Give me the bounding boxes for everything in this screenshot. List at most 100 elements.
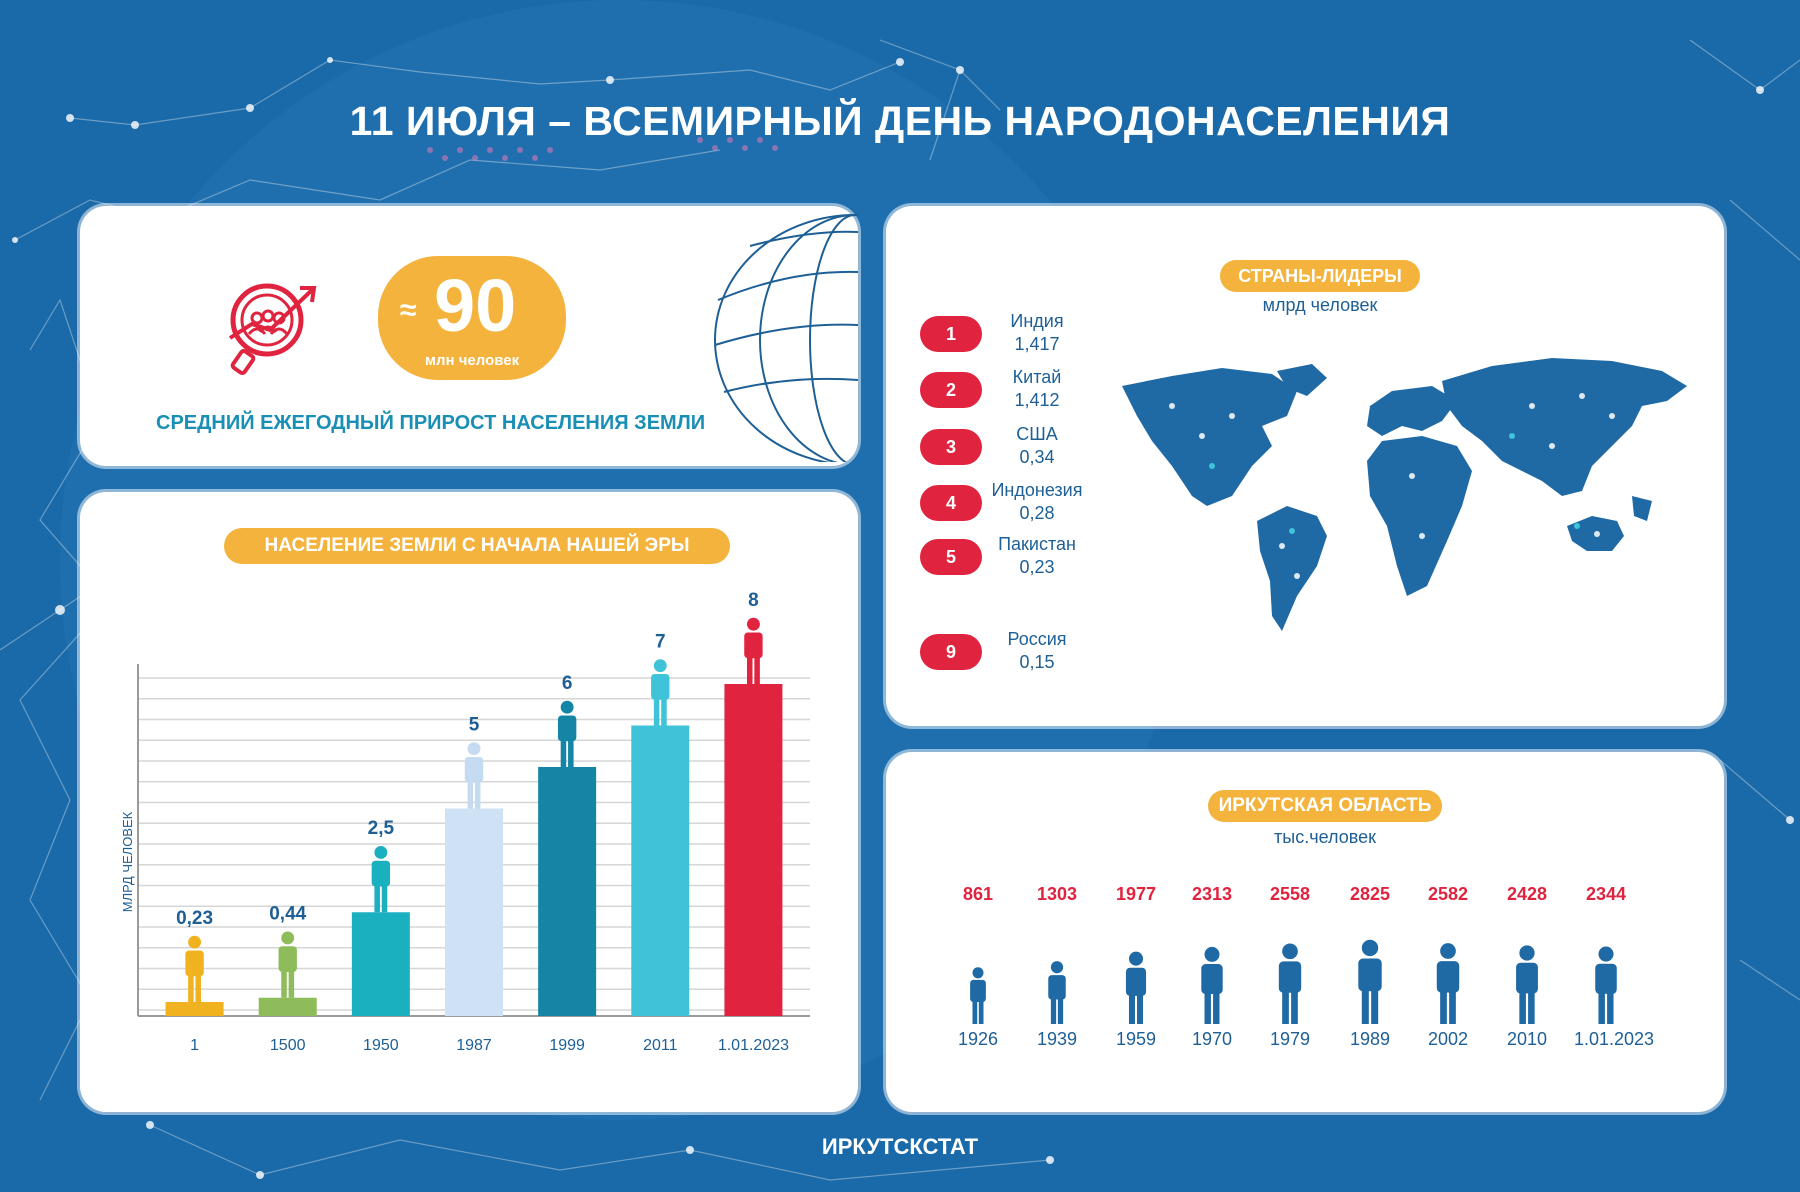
x-tick-label: 2010 bbox=[1507, 1029, 1547, 1049]
x-tick-label: 1989 bbox=[1350, 1029, 1390, 1049]
world-map bbox=[1122, 358, 1687, 631]
country-entry: США 0,34 bbox=[982, 423, 1092, 469]
country-name: Индонезия bbox=[991, 480, 1083, 500]
irkutsk-title: ИРКУТСКАЯ ОБЛАСТЬ bbox=[1208, 790, 1442, 822]
x-tick-label: 1.01.2023 bbox=[718, 1037, 789, 1054]
rank-badge: 1 bbox=[920, 316, 982, 352]
value-label: 6 bbox=[562, 673, 573, 694]
value-label: 2313 bbox=[1192, 884, 1232, 904]
figure-1989 bbox=[1358, 939, 1382, 1024]
country-name: Пакистан bbox=[998, 534, 1076, 554]
figure-1 bbox=[185, 935, 204, 1002]
x-tick-label: 2002 bbox=[1428, 1029, 1468, 1049]
value-label: 0,44 bbox=[269, 904, 306, 925]
figure-1926 bbox=[970, 967, 986, 1024]
growth-panel: ≈ 90 млн человек СРЕДНИЙ ЕЖЕГОДНЫЙ ПРИРО… bbox=[80, 206, 858, 466]
world-population-chart: 0,23 0,44 2,5 5 6 7 8 1 1500 1950 1987 1999 2011 1.0… bbox=[120, 590, 810, 1054]
bar-1987 bbox=[445, 808, 503, 1016]
globe-icon bbox=[714, 214, 858, 462]
value-label: 2344 bbox=[1586, 884, 1626, 904]
growth-caption: СРЕДНИЙ ЕЖЕГОДНЫЙ ПРИРОСТ НАСЕЛЕНИЯ ЗЕМЛ… bbox=[156, 412, 706, 434]
x-tick-label: 1 bbox=[190, 1037, 199, 1054]
growth-value-badge: ≈ 90 млн человек bbox=[378, 256, 566, 380]
bar-1.01.2023 bbox=[724, 684, 783, 1016]
value-label: 1977 bbox=[1116, 884, 1156, 904]
figure-1939 bbox=[1048, 961, 1066, 1024]
value-label: 7 bbox=[655, 631, 666, 652]
country-value: 0,23 bbox=[1019, 557, 1055, 577]
country-value: 0,15 bbox=[1019, 652, 1055, 672]
rank-badge: 3 bbox=[920, 429, 982, 465]
x-tick-label: 1939 bbox=[1037, 1029, 1077, 1049]
approx-symbol: ≈ bbox=[400, 294, 417, 327]
rank-badge: 4 bbox=[920, 485, 982, 521]
figure-1987 bbox=[464, 742, 484, 809]
country-value: 0,34 bbox=[1019, 447, 1055, 467]
figure-1950 bbox=[371, 846, 391, 913]
value-label: 8 bbox=[748, 590, 759, 611]
x-tick-label: 1500 bbox=[270, 1037, 306, 1054]
x-tick-label: 1926 bbox=[958, 1029, 998, 1049]
value-label: 2825 bbox=[1350, 884, 1390, 904]
figure-1999 bbox=[557, 700, 577, 767]
leaders-unit: млрд человек bbox=[1262, 295, 1378, 315]
country-value: 1,417 bbox=[1014, 334, 1060, 354]
value-label: 2,5 bbox=[368, 818, 395, 839]
world-chart-title: НАСЕЛЕНИЕ ЗЕМЛИ С НАЧАЛА НАШЕЙ ЭРЫ bbox=[224, 528, 730, 564]
figure-1979 bbox=[1278, 943, 1302, 1024]
irkutsk-pictogram-chart: 861 1303 1977 2313 2558 2825 2582 2428 2344 1926… bbox=[958, 884, 1654, 1049]
leaders-title: СТРАНЫ-ЛИДЕРЫ bbox=[1220, 260, 1420, 292]
page-title: 11 ИЮЛЯ – ВСЕМИРНЫЙ ДЕНЬ НАРОДОНАСЕЛЕНИЯ bbox=[349, 98, 1451, 144]
world-population-panel: НАСЕЛЕНИЕ ЗЕМЛИ С НАЧАЛА НАШЕЙ ЭРЫ 0,23 0… bbox=[80, 492, 858, 1112]
x-tick-label: 2011 bbox=[643, 1037, 678, 1054]
country-value: 0,28 bbox=[1019, 503, 1055, 523]
value-label: 0,23 bbox=[176, 908, 213, 929]
x-tick-label: 1970 bbox=[1192, 1029, 1232, 1049]
footer-source: ИРКУТСКСТАТ bbox=[821, 1134, 979, 1159]
figure-1.01.2023 bbox=[744, 617, 763, 684]
country-entry: Индия 1,417 bbox=[982, 310, 1092, 356]
country-name: Индия bbox=[1010, 311, 1064, 331]
x-tick-label: 1979 bbox=[1270, 1029, 1310, 1049]
country-value: 1,412 bbox=[1014, 390, 1060, 410]
figure-1.01.2023 bbox=[1595, 946, 1617, 1024]
value-label: 2428 bbox=[1507, 884, 1547, 904]
world-chart-ylabel: МЛРД ЧЕЛОВЕК bbox=[120, 811, 135, 912]
country-name: Китай bbox=[1012, 367, 1062, 387]
x-tick-label: 1987 bbox=[456, 1037, 492, 1054]
figure-2002 bbox=[1436, 943, 1460, 1024]
rank-badge: 9 bbox=[920, 634, 982, 670]
country-entry: Пакистан 0,23 bbox=[982, 533, 1092, 579]
country-name: США bbox=[1016, 424, 1058, 444]
figure-2011 bbox=[651, 659, 670, 726]
growth-unit: млн человек bbox=[424, 352, 520, 369]
growth-magnifier-icon bbox=[228, 283, 317, 376]
figure-1959 bbox=[1125, 951, 1147, 1024]
country-name: Россия bbox=[1007, 629, 1067, 649]
bar-1500 bbox=[258, 997, 317, 1016]
value-label: 1303 bbox=[1037, 884, 1077, 904]
growth-value: 90 bbox=[434, 264, 517, 347]
x-tick-label: 1959 bbox=[1116, 1029, 1156, 1049]
figure-2010 bbox=[1516, 945, 1538, 1024]
value-label: 2582 bbox=[1428, 884, 1468, 904]
country-entry: Россия 0,15 bbox=[982, 628, 1092, 674]
x-tick-label: 1.01.2023 bbox=[1574, 1029, 1654, 1049]
bar-2011 bbox=[631, 725, 690, 1016]
rank-badge: 5 bbox=[920, 539, 982, 575]
country-entry: Индонезия 0,28 bbox=[982, 479, 1092, 525]
value-label: 2558 bbox=[1270, 884, 1310, 904]
value-label: 5 bbox=[469, 714, 480, 735]
x-tick-label: 1950 bbox=[363, 1037, 399, 1054]
bar-1999 bbox=[538, 767, 597, 1016]
country-entry: Китай 1,412 bbox=[982, 366, 1092, 412]
figure-1500 bbox=[278, 931, 297, 998]
value-label: 861 bbox=[963, 884, 993, 904]
rank-badge: 2 bbox=[920, 372, 982, 408]
irkutsk-unit: тыс.человек bbox=[1274, 827, 1376, 847]
irkutsk-panel: ИРКУТСКАЯ ОБЛАСТЬ тыс.человек 861 1303 197… bbox=[886, 752, 1724, 1112]
bar-1950 bbox=[351, 912, 410, 1016]
x-tick-label: 1999 bbox=[549, 1037, 585, 1054]
leaders-panel: СТРАНЫ-ЛИДЕРЫ млрд человек 1 Индия 1,417 2 К… bbox=[886, 206, 1724, 726]
figure-1970 bbox=[1201, 946, 1223, 1024]
